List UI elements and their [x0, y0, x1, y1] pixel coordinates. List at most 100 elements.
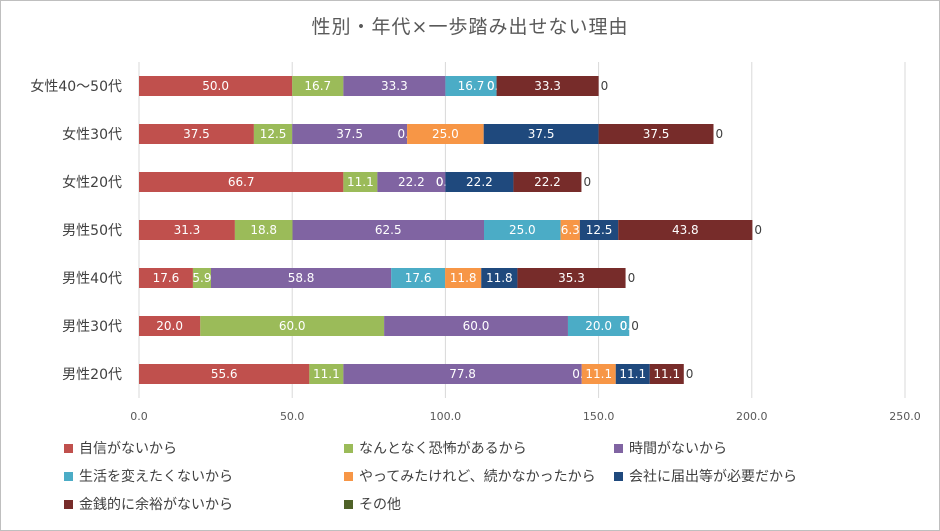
legend-label: やってみたけれど、続かなかったから: [359, 469, 596, 485]
bar-segment: [253, 124, 293, 144]
category-label: 女性40〜50代: [30, 78, 122, 95]
data-label: 77.8: [449, 367, 476, 381]
bar-segment: [598, 124, 714, 144]
data-label: 22.2: [466, 175, 493, 189]
data-label: 6.3: [561, 223, 580, 237]
data-label: 0.0: [620, 319, 639, 333]
bar-segment: [496, 76, 599, 96]
bar-segment: [377, 172, 446, 192]
legend-item: 生活を変えたくないから: [64, 466, 233, 486]
data-label: 33.3: [534, 79, 561, 93]
bar-segment: [481, 268, 518, 288]
data-label: 50.0: [202, 79, 229, 93]
bar-segment: [139, 124, 254, 144]
data-label: 16.7: [458, 79, 485, 93]
legend-swatch: [344, 443, 353, 453]
legend-swatch: [614, 471, 623, 481]
data-label: 0: [583, 175, 591, 189]
data-label: 0: [628, 271, 636, 285]
bar-segment: [581, 364, 616, 384]
bar-segment: [567, 316, 630, 336]
legend-item: やってみたけれど、続かなかったから: [344, 466, 596, 486]
data-label: 37.5: [643, 127, 670, 141]
data-label: 37.5: [183, 127, 210, 141]
bar-segment: [309, 364, 344, 384]
bar-segment: [649, 364, 684, 384]
category-label: 男性50代: [62, 223, 122, 239]
bar-segment: [211, 268, 392, 288]
bar-segment: [234, 220, 293, 240]
legend-label: 金銭的に余裕がないから: [79, 497, 233, 513]
legend-label: 会社に届出等が必要だから: [629, 469, 797, 485]
chart-title: 性別・年代×一歩踏み出せない理由: [311, 16, 629, 38]
bar-segment: [615, 364, 650, 384]
bar-segment: [343, 76, 446, 96]
x-tick-label: 150.0: [583, 410, 615, 423]
legend-item: 時間がないから: [614, 438, 727, 458]
data-label: 16.7: [304, 79, 331, 93]
bar-segment: [343, 364, 582, 384]
bar-segment: [445, 172, 514, 192]
legend-item: なんとなく恐怖があるから: [344, 438, 527, 458]
bar-segment: [139, 220, 235, 240]
data-label: 20.0: [585, 319, 612, 333]
data-label: 12.5: [586, 223, 613, 237]
data-label: 33.3: [381, 79, 408, 93]
x-tick-label: 0.0: [130, 410, 148, 423]
legend-label: 時間がないから: [629, 441, 727, 457]
bar-segment: [391, 268, 446, 288]
bar-segment: [445, 76, 497, 96]
x-tick-label: 250.0: [889, 410, 921, 423]
data-label: 60.0: [279, 319, 306, 333]
category-label: 男性30代: [62, 319, 122, 335]
legend-item: 金銭的に余裕がないから: [64, 494, 233, 514]
bar-segment: [513, 172, 582, 192]
data-label: 11.1: [619, 367, 646, 381]
data-label: 58.8: [288, 271, 315, 285]
data-label: 60.0: [463, 319, 490, 333]
bar-segment: [139, 268, 193, 288]
bar-segment: [139, 76, 293, 96]
data-label: 17.6: [405, 271, 432, 285]
legend-swatch: [64, 443, 73, 453]
bar-segment: [200, 316, 385, 336]
legend-label: 自信がないから: [79, 441, 177, 457]
data-label: 11.1: [313, 367, 340, 381]
bar-segment: [579, 220, 619, 240]
bar-segment: [139, 364, 310, 384]
legend-swatch: [64, 499, 73, 509]
legend-swatch: [64, 471, 73, 481]
bar-segment: [618, 220, 753, 240]
bar-segment: [139, 172, 344, 192]
bar-segment: [483, 124, 599, 144]
data-label: 0.0: [620, 319, 639, 333]
data-label: 25.0: [509, 223, 536, 237]
data-label: 66.7: [228, 175, 255, 189]
category-label: 男性40代: [62, 271, 122, 287]
category-label: 女性30代: [62, 126, 122, 143]
x-tick-label: 50.0: [280, 410, 305, 423]
bar-segment: [292, 220, 485, 240]
data-label: 11.8: [486, 271, 513, 285]
bar-segment: [407, 124, 484, 144]
data-label: 37.5: [528, 127, 555, 141]
data-label: 22.2: [534, 175, 561, 189]
data-label: 5.9: [192, 271, 211, 285]
bar-segment: [192, 268, 212, 288]
bar-segment: [292, 76, 344, 96]
data-label: 17.6: [153, 271, 180, 285]
legend-label: 生活を変えたくないから: [79, 469, 233, 485]
data-label: 35.3: [558, 271, 585, 285]
data-label: 18.8: [250, 223, 277, 237]
data-label: 62.5: [375, 223, 402, 237]
bar-segment: [560, 220, 580, 240]
data-label: 37.5: [336, 127, 363, 141]
data-label: 55.6: [211, 367, 238, 381]
bar-segment: [292, 124, 408, 144]
data-label: 20.0: [156, 319, 183, 333]
data-label: 11.8: [450, 271, 477, 285]
legend-label: その他: [359, 497, 401, 513]
data-label: 43.8: [672, 223, 699, 237]
data-label: 0: [686, 367, 694, 381]
